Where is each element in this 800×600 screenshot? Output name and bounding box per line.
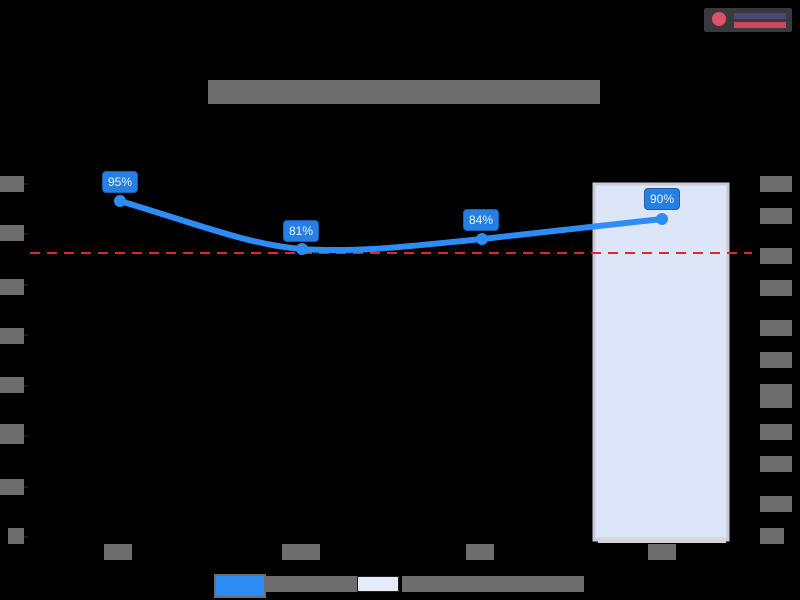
data-point — [476, 233, 488, 245]
secondary-y-axis-label-redacted — [760, 528, 784, 544]
legend-swatch-highlight-column — [357, 576, 399, 592]
data-label: 90% — [643, 188, 681, 210]
circle-logo-icon — [712, 12, 726, 26]
logo-text-redacted — [734, 13, 786, 19]
logo-subtext-redacted — [734, 22, 786, 28]
chart-title-redacted — [208, 80, 600, 104]
data-label: 95% — [101, 171, 139, 193]
data-label: 81% — [282, 220, 320, 242]
data-label: 84% — [462, 209, 500, 231]
y-axis-label-redacted — [0, 328, 24, 344]
secondary-y-axis-label-redacted — [760, 456, 792, 472]
brand-logo — [704, 8, 792, 32]
secondary-y-axis-label-redacted — [760, 352, 792, 368]
data-point — [114, 195, 126, 207]
y-axis-label-redacted — [8, 528, 24, 544]
secondary-y-axis-label-redacted — [760, 496, 792, 512]
secondary-y-axis-label-redacted — [760, 176, 792, 192]
secondary-y-axis-label-redacted — [760, 280, 792, 296]
series-line — [117, 198, 665, 254]
x-axis-label-redacted — [466, 544, 494, 560]
data-point — [296, 243, 308, 255]
y-axis-label-redacted — [0, 479, 24, 495]
legend-label-redacted — [402, 576, 584, 592]
y-axis-label-redacted — [0, 176, 24, 192]
y-axis-label-redacted — [0, 279, 24, 295]
secondary-y-axis-label-redacted — [760, 424, 792, 440]
legend-swatch-line-series — [214, 574, 266, 598]
x-axis-label-redacted — [104, 544, 132, 560]
secondary-y-axis-label-redacted — [760, 320, 792, 336]
y-axis-label-redacted — [0, 377, 24, 393]
secondary-y-axis-label-redacted — [760, 384, 792, 408]
legend-label-redacted — [266, 576, 358, 592]
highlight-column — [592, 182, 730, 542]
y-axis-label-redacted — [0, 424, 24, 444]
x-axis-label-redacted — [648, 544, 676, 560]
x-axis-label-redacted — [282, 544, 320, 560]
highlight-column-base — [598, 537, 726, 543]
data-point — [656, 213, 668, 225]
secondary-y-axis-label-redacted — [760, 208, 792, 224]
secondary-y-axis-label-redacted — [760, 248, 792, 264]
y-axis-label-redacted — [0, 225, 24, 241]
